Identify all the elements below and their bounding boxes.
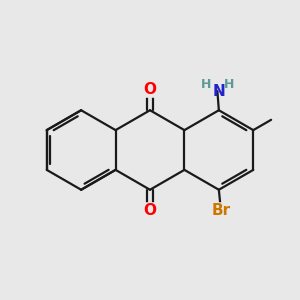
Text: H: H bbox=[201, 78, 211, 91]
Text: N: N bbox=[212, 84, 225, 99]
Text: O: O bbox=[143, 82, 157, 97]
Text: Br: Br bbox=[212, 203, 230, 218]
Text: O: O bbox=[143, 203, 157, 218]
Text: H: H bbox=[224, 78, 234, 91]
